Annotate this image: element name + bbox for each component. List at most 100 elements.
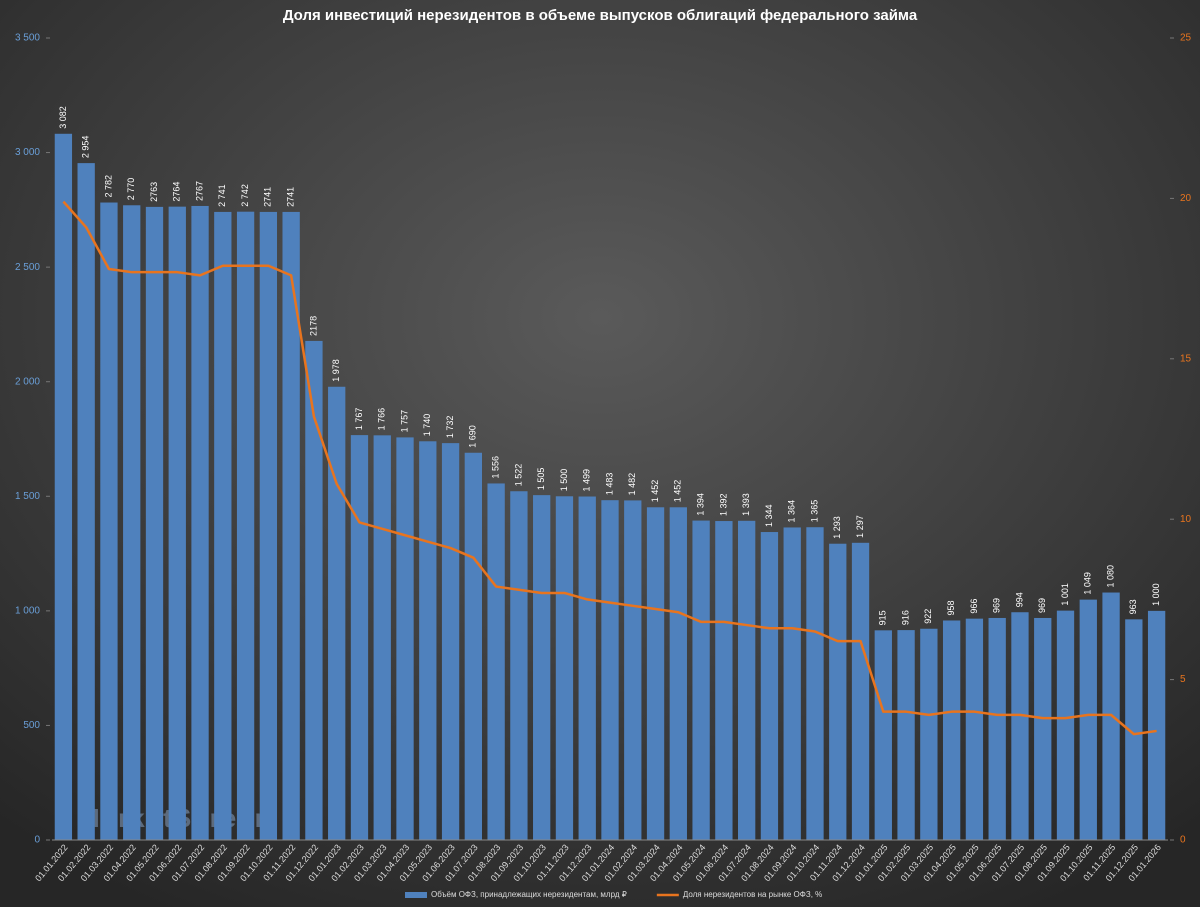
- value-label: 922: [923, 609, 933, 624]
- legend-swatch: [405, 892, 427, 898]
- y-tick-label: 500: [23, 720, 40, 731]
- value-label: 1 364: [787, 500, 797, 523]
- y-tick-label: 0: [34, 835, 40, 846]
- value-label: 2 741: [217, 184, 227, 207]
- bar: [851, 542, 870, 840]
- value-label: 1 556: [490, 456, 500, 479]
- bar: [737, 520, 756, 840]
- value-label: 1 394: [695, 493, 705, 516]
- bar: [54, 133, 73, 840]
- chart-title: Доля инвестиций нерезидентов в объеме вы…: [283, 7, 918, 24]
- value-label: 1 297: [855, 515, 865, 538]
- value-label: 994: [1014, 592, 1024, 607]
- value-label: 969: [1037, 598, 1047, 613]
- bar: [624, 500, 642, 840]
- value-label: 2 782: [103, 175, 113, 198]
- bar: [510, 491, 528, 840]
- legend-label: Доля нерезидентов на рынке ОФЗ, %: [683, 890, 822, 899]
- value-label: 1 080: [1105, 565, 1115, 588]
- bar: [1011, 612, 1029, 840]
- value-label: 1 732: [445, 416, 455, 439]
- value-label: 1 522: [513, 464, 523, 487]
- bar: [487, 483, 505, 840]
- value-label: 1 293: [832, 516, 842, 539]
- value-label: 1 766: [377, 408, 387, 431]
- value-label: 2764: [172, 182, 182, 202]
- bar: [965, 618, 984, 840]
- bar: [350, 435, 369, 840]
- value-label: 1 365: [809, 500, 819, 523]
- y2-tick-label: 20: [1180, 193, 1192, 204]
- value-label: 1 393: [741, 493, 751, 516]
- y-tick-label: 2 000: [15, 376, 40, 387]
- value-label: 2767: [194, 181, 204, 201]
- y2-tick-label: 25: [1180, 33, 1192, 44]
- bar: [760, 532, 779, 840]
- bar: [646, 507, 665, 840]
- value-label: 1 001: [1060, 583, 1070, 606]
- value-label: 916: [900, 610, 910, 625]
- bar: [1125, 619, 1143, 840]
- bar: [214, 211, 232, 840]
- bar: [692, 520, 710, 840]
- value-label: 2741: [286, 187, 296, 207]
- value-label: 1 505: [536, 468, 546, 491]
- y-tick-label: 3 000: [15, 147, 40, 158]
- bar: [533, 495, 551, 840]
- bar: [100, 202, 118, 841]
- legend-label: Объём ОФЗ, принадлежащих нерезидентам, м…: [431, 890, 627, 899]
- bar: [396, 437, 414, 840]
- bar: [874, 630, 892, 840]
- bar: [920, 628, 938, 840]
- bar: [555, 496, 574, 840]
- value-label: 1 452: [673, 480, 683, 503]
- value-label: 2 742: [240, 184, 250, 207]
- value-label: 2763: [149, 182, 159, 202]
- y-tick-label: 3 500: [15, 33, 40, 44]
- value-label: 2 954: [81, 136, 91, 159]
- bar: [1056, 610, 1075, 840]
- bar: [942, 620, 961, 840]
- value-label: 1 483: [604, 473, 614, 496]
- bar: [328, 386, 346, 840]
- value-label: 963: [1128, 599, 1138, 614]
- bar: [168, 206, 186, 840]
- bar: [1034, 617, 1052, 840]
- bar: [259, 211, 278, 840]
- bar: [669, 507, 687, 840]
- value-label: 1 049: [1083, 572, 1093, 595]
- value-label: 1 000: [1151, 583, 1161, 606]
- value-label: 1 392: [718, 494, 728, 517]
- bar: [988, 617, 1006, 840]
- y2-tick-label: 5: [1180, 674, 1186, 685]
- bar: [305, 340, 323, 840]
- value-label: 1 344: [764, 505, 774, 528]
- value-label: 1 740: [422, 414, 432, 437]
- value-label: 2 770: [126, 178, 136, 201]
- value-label: 1 690: [468, 425, 478, 448]
- value-label: 2178: [308, 316, 318, 336]
- bar: [578, 496, 596, 840]
- value-label: 1 499: [582, 469, 592, 492]
- value-label: 966: [969, 599, 979, 614]
- value-label: 958: [946, 600, 956, 615]
- bar: [464, 452, 483, 840]
- value-label: 2741: [263, 187, 273, 207]
- value-label: 1 482: [627, 473, 637, 496]
- y2-tick-label: 10: [1180, 514, 1192, 525]
- value-label: 1 978: [331, 359, 341, 382]
- value-label: 3 082: [58, 106, 68, 129]
- y2-tick-label: 15: [1180, 353, 1192, 364]
- line: [62, 200, 1157, 736]
- y-tick-label: 1 000: [15, 605, 40, 616]
- bar: [783, 527, 801, 840]
- bar: [236, 211, 255, 840]
- bar: [715, 521, 733, 840]
- bar: [77, 163, 95, 840]
- value-label: 915: [878, 610, 888, 625]
- value-label: 1 767: [354, 408, 364, 431]
- bar: [191, 205, 209, 840]
- bar: [123, 205, 141, 840]
- y-tick-label: 1 500: [15, 491, 40, 502]
- y2-tick-label: 0: [1180, 835, 1186, 846]
